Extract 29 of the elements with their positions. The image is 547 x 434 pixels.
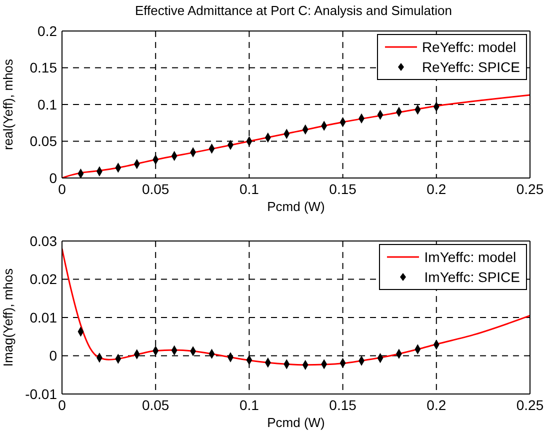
y-tick-label: 0.1 [38, 96, 58, 112]
y-tick-label: 0.2 [38, 22, 58, 39]
y-tick-label: 0 [49, 170, 58, 186]
x-tick-label: 0.15 [329, 396, 357, 413]
y-tick-label: 0.03 [30, 232, 58, 249]
x-tick-label: 0.1 [239, 396, 260, 413]
x-tick-label: 0.1 [239, 180, 260, 197]
y-tick-label: -0.01 [25, 386, 58, 402]
x-tick-label: 0.25 [516, 180, 544, 197]
legend-label: ImYeffc: model [424, 248, 516, 267]
y-tick-label: 0 [49, 348, 58, 364]
x-axis-title: Pcmd (W) [267, 199, 325, 214]
y-tick-label: 0.01 [30, 309, 58, 326]
chart-title: Effective Admittance at Port C: Analysis and Simulation [134, 2, 453, 20]
x-tick-label: 0.25 [516, 396, 544, 413]
x-tick-label: 0.05 [142, 180, 170, 197]
x-axis-title: Pcmd (W) [267, 415, 325, 430]
y-axis-title: real(Yeff), mhos [0, 58, 16, 150]
legend-label: ReYeffc: SPICE [422, 58, 520, 77]
legend-label: ImYeffc: SPICE [424, 268, 520, 287]
y-axis-title: Imag(Yeff), mhos [0, 268, 16, 367]
x-tick-label: 0.05 [142, 396, 170, 413]
y-tick-label: 0.15 [30, 60, 58, 76]
legend-label: ReYeffc: model [422, 38, 516, 57]
x-tick-label: 0.2 [426, 180, 446, 197]
y-tick-label: 0.05 [30, 133, 58, 150]
x-tick-label: 0.15 [329, 180, 357, 197]
y-tick-label: 0.02 [30, 271, 58, 288]
x-tick-label: 0.2 [426, 396, 446, 413]
